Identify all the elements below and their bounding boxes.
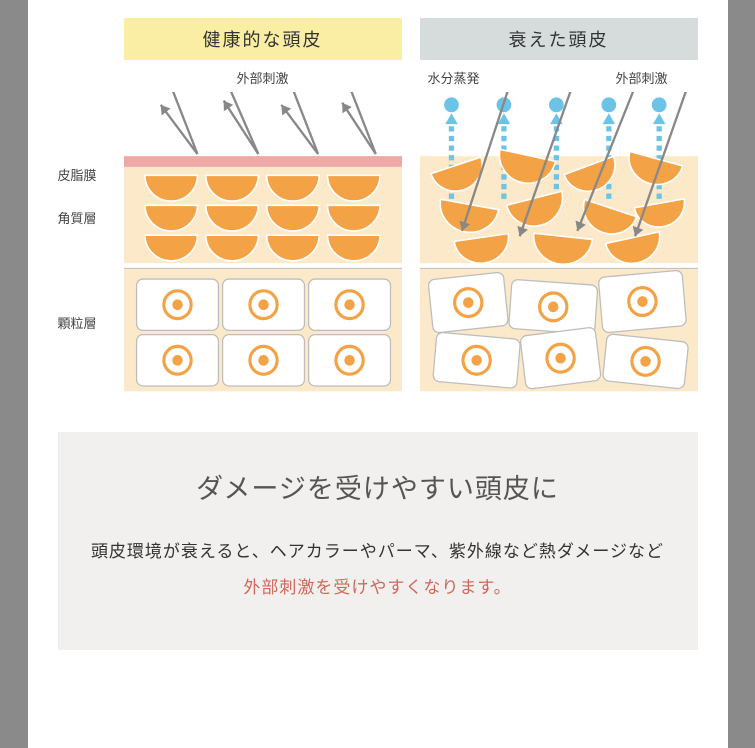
side-labels: 皮脂膜 角質層 顆粒層 bbox=[58, 18, 124, 402]
top-labels-healthy: 外部刺激 bbox=[124, 68, 402, 92]
info-body-pre: 頭皮環境が衰えると、ヘアカラーやパーマ、紫外線など熱ダメージなど bbox=[91, 542, 664, 561]
header-healthy: 健康的な頭皮 bbox=[124, 18, 402, 60]
top-labels-damaged: 水分蒸発 外部刺激 bbox=[420, 68, 698, 92]
panel-healthy: 健康的な頭皮 外部刺激 bbox=[124, 18, 402, 402]
info-body-emph: 外部刺激を受けやすくなります。 bbox=[243, 578, 511, 597]
info-box: ダメージを受けやすい頭皮に 頭皮環境が衰えると、ヘアカラーやパーマ、紫外線など熱… bbox=[58, 432, 698, 650]
header-damaged: 衰えた頭皮 bbox=[420, 18, 698, 60]
info-title: ダメージを受けやすい頭皮に bbox=[88, 467, 668, 506]
label-stratum: 角質層 bbox=[58, 208, 97, 227]
svg-healthy bbox=[124, 92, 402, 402]
label-damaged-evap: 水分蒸発 bbox=[428, 68, 480, 87]
label-damaged-stimulus: 外部刺激 bbox=[615, 68, 667, 87]
label-sebum: 皮脂膜 bbox=[58, 165, 97, 184]
svg-damaged bbox=[420, 92, 698, 402]
label-granular: 顆粒層 bbox=[58, 313, 97, 332]
page: 皮脂膜 角質層 顆粒層 健康的な頭皮 外部刺激 衰えた頭皮 水分蒸発 外部刺激 bbox=[28, 0, 728, 748]
label-healthy-stimulus: 外部刺激 bbox=[236, 68, 288, 87]
panel-damaged: 衰えた頭皮 水分蒸発 外部刺激 bbox=[420, 18, 698, 402]
diagram-row: 皮脂膜 角質層 顆粒層 健康的な頭皮 外部刺激 衰えた頭皮 水分蒸発 外部刺激 bbox=[58, 18, 698, 402]
info-body: 頭皮環境が衰えると、ヘアカラーやパーマ、紫外線など熱ダメージなど外部刺激を受けや… bbox=[88, 534, 668, 605]
